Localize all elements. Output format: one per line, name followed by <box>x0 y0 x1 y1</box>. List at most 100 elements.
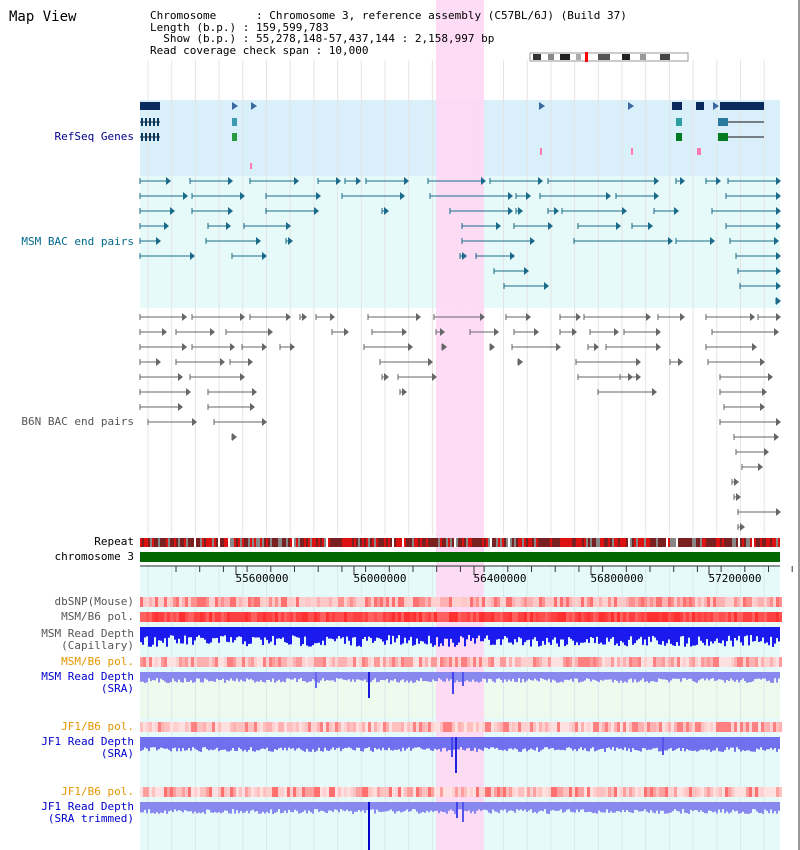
msm-sra-pol-strip <box>743 657 746 667</box>
jf1-sra-pol-strip <box>473 722 476 732</box>
repeat-segment <box>532 538 534 547</box>
jf1-sra-depth <box>330 737 332 750</box>
msm-pol-strip <box>713 612 716 622</box>
jf1-trim-pol-strip <box>599 787 602 797</box>
jf1-pol-trimmed-label: JF1/B6 pol. <box>61 785 134 798</box>
b6n-bac-pair-end <box>636 373 641 381</box>
msm-pol-strip <box>386 612 389 622</box>
msm-sra-depth <box>504 672 506 680</box>
jf1-sra-depth-spike <box>455 737 457 773</box>
jf1-trim-pol-strip <box>578 787 581 797</box>
jf1-trim-pol-strip <box>695 787 698 797</box>
jf1-trim-depth <box>304 802 306 811</box>
msm-pol-strip <box>443 612 446 622</box>
msm-pol-strip <box>431 612 434 622</box>
repeat-segment <box>700 538 702 547</box>
jf1-sra-depth <box>434 737 436 749</box>
jf1-trim-depth <box>686 802 688 814</box>
jf1-sra-depth <box>342 737 344 749</box>
msm-capillary-depth <box>296 627 298 638</box>
msm-capillary-depth <box>566 627 568 645</box>
msm-capillary-depth <box>620 627 622 641</box>
msm-sra-pol-strip <box>317 657 320 667</box>
repeat-segment <box>356 538 358 547</box>
repeat-segment <box>196 538 198 547</box>
jf1-sra-pol-strip <box>437 722 440 732</box>
msm-bac-track-label[interactable]: MSM BAC end pairs <box>21 235 134 248</box>
jf1-trim-depth <box>430 802 432 811</box>
msm-bac-pair-end <box>680 177 685 185</box>
dbsnp-strip <box>527 597 530 607</box>
dbsnp-strip <box>686 597 689 607</box>
msm-pol-strip <box>374 612 377 622</box>
msm-capillary-depth <box>306 627 308 646</box>
msm-capillary-depth <box>142 627 144 645</box>
msm-sra-depth <box>608 672 610 680</box>
msm-pol-strip <box>212 612 215 622</box>
dbsnp-strip <box>434 597 437 607</box>
jf1-trim-pol-strip <box>338 787 341 797</box>
b6n-bac-pair-end <box>774 433 779 441</box>
b6n-bac-track-label[interactable]: B6N BAC end pairs <box>21 415 134 428</box>
jf1-trim-depth <box>610 802 612 812</box>
msm-pol-strip <box>302 612 305 622</box>
jf1-sra-depth <box>618 737 620 749</box>
msm-sra-pol-strip <box>191 657 194 667</box>
msm-pol-strip <box>548 612 551 622</box>
jf1-trim-pol-strip <box>227 787 230 797</box>
jf1-trim-depth <box>204 802 206 814</box>
msm-bac-pair-end <box>606 192 611 200</box>
jf1-trim-depth <box>716 802 718 814</box>
msm-sra-depth <box>618 672 620 683</box>
msm-capillary-depth <box>428 627 430 636</box>
jf1-sra-depth <box>596 737 598 751</box>
msm-sra-pol-strip <box>398 657 401 667</box>
jf1-trim-depth <box>314 802 316 810</box>
msm-sra-depth <box>274 672 276 683</box>
jf1-sra-depth <box>776 737 778 752</box>
msm-sra-depth <box>190 672 192 681</box>
jf1-trim-pol-strip <box>329 787 332 797</box>
dbsnp-strip <box>677 597 680 607</box>
msm-capillary-depth <box>326 627 328 637</box>
jf1-trim-depth <box>684 802 686 813</box>
jf1-sra-depth <box>544 737 546 748</box>
msm-bac-pair-end <box>166 177 171 185</box>
repeat-segment <box>744 538 746 547</box>
jf1-sra-pol-strip <box>734 722 737 732</box>
jf1-sra-depth <box>290 737 292 749</box>
msm-sra-depth <box>636 672 638 683</box>
jf1-trim-pol-strip <box>776 787 779 797</box>
jf1-trim-depth <box>576 802 578 810</box>
msm-capillary-depth <box>554 627 556 638</box>
jf1-trim-pol-strip <box>623 787 626 797</box>
msm-capillary-depth <box>718 627 720 643</box>
repeat-segment <box>696 538 698 547</box>
msm-sra-pol-strip <box>581 657 584 667</box>
jf1-sra-depth <box>702 737 704 750</box>
jf1-trim-depth <box>406 802 408 810</box>
jf1-sra-depth <box>260 737 262 750</box>
msm-sra-pol-strip <box>734 657 737 667</box>
jf1-sra-depth <box>712 737 714 751</box>
msm-sra-depth <box>486 672 488 683</box>
msm-capillary-depth <box>746 627 748 636</box>
msm-sra-pol-strip <box>476 657 479 667</box>
dbsnp-strip <box>743 597 746 607</box>
refseq-track-label[interactable]: RefSeq Genes <box>54 130 134 143</box>
msm-sra-pol-strip <box>755 657 758 667</box>
msm-pol-strip <box>269 612 272 622</box>
dbsnp-strip <box>512 597 515 607</box>
repeat-segment <box>296 538 298 547</box>
msm-bac-pair-end <box>508 207 513 215</box>
msm-sra-depth <box>218 672 220 681</box>
msm-capillary-depth <box>426 627 428 645</box>
jf1-sra-depth <box>194 737 196 749</box>
jf1-trim-pol-strip <box>533 787 536 797</box>
repeat-segment <box>194 538 196 547</box>
dbsnp-strip <box>188 597 191 607</box>
jf1-trim-depth <box>184 802 186 811</box>
msm-sra-pol-strip <box>473 657 476 667</box>
jf1-sra-pol-strip <box>509 722 512 732</box>
